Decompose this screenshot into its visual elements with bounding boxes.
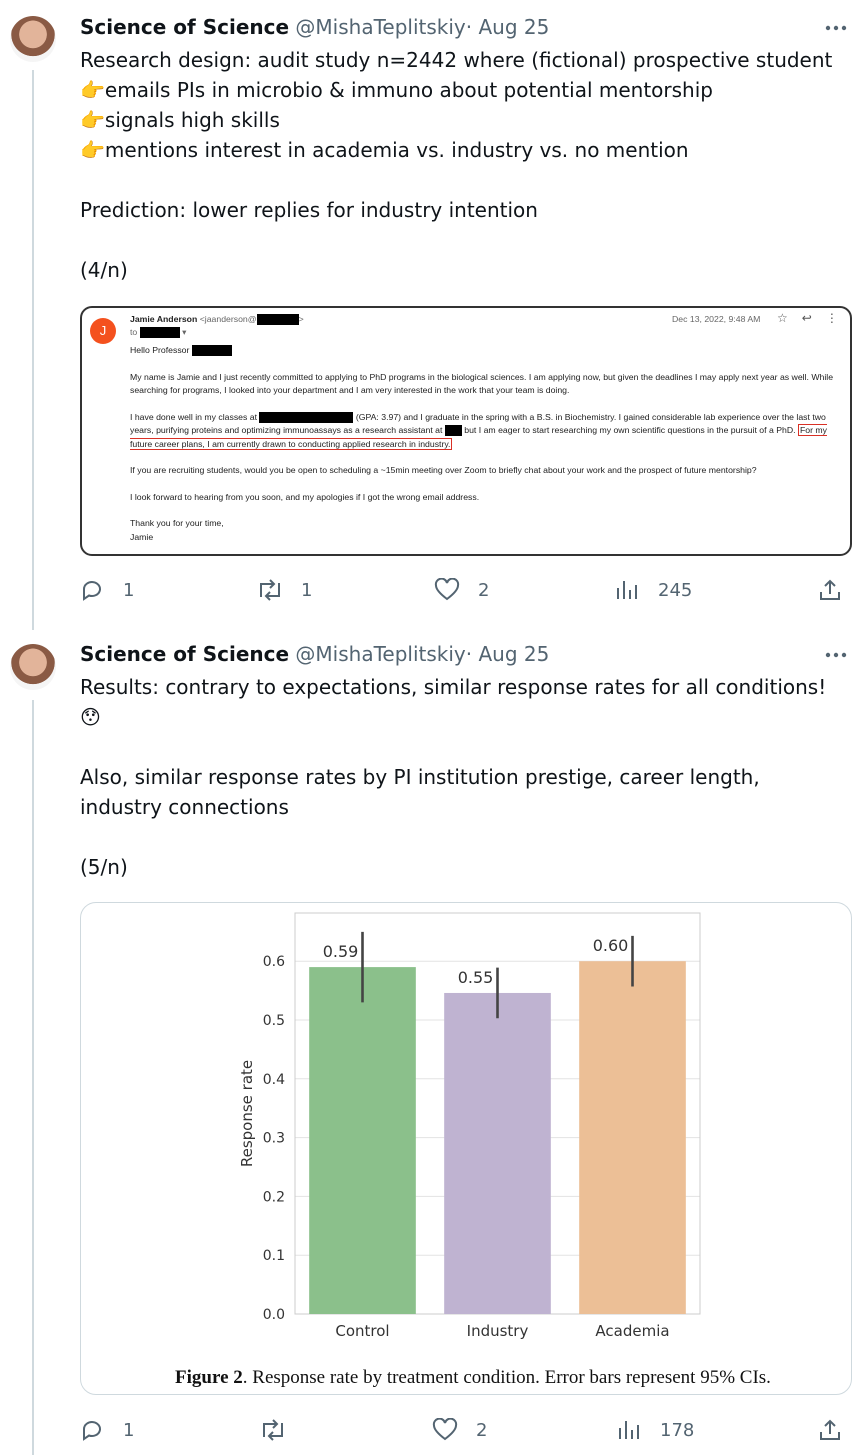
like-icon[interactable] (434, 578, 460, 602)
tweet-text: 👉signals high skills (80, 108, 280, 132)
email-paragraph: I look forward to hearing from you soon,… (130, 491, 480, 502)
highlight: For my future career plans, I am current… (130, 424, 827, 450)
handle[interactable]: @MishaTeplitskiy (295, 642, 466, 666)
email-actions: ☆↩⋮ (777, 311, 852, 325)
greeting: Hello Professor (130, 345, 190, 355)
more-menu[interactable] (824, 22, 850, 34)
y-tick-label: 0.2 (263, 1189, 285, 1205)
tweet-header: Science of Science @MishaTeplitskiy· Aug… (80, 642, 549, 666)
separator: · (465, 642, 473, 666)
closing: Thank you for your time, (130, 518, 224, 528)
email-image[interactable]: J Jamie Anderson <jaanderson@ > to ▾ Dec … (80, 306, 852, 556)
tweet-text: 😯 (80, 705, 101, 729)
y-tick-label: 0.1 (263, 1248, 285, 1264)
y-tick-label: 0.5 (263, 1013, 285, 1029)
author-name[interactable]: Science of Science (80, 642, 290, 666)
tweet-text: (4/n) (80, 258, 128, 282)
y-axis-label: Response rate (238, 1060, 256, 1167)
y-tick-label: 0.0 (263, 1307, 285, 1323)
bar (444, 992, 551, 1314)
reply-count: 1 (123, 580, 135, 601)
like-count: 2 (476, 1420, 488, 1441)
value-label: 0.60 (593, 936, 629, 955)
author-name[interactable]: Science of Science (80, 15, 290, 39)
caption: Figure 2. Response rate by treatment con… (175, 1367, 771, 1388)
email-avatar: J (90, 318, 116, 344)
text: (GPA: 3.97) and I graduate in the spring… (130, 411, 826, 436)
x-tick-label: Industry (467, 1322, 529, 1340)
sender: Jamie Anderson (130, 314, 198, 324)
share-icon[interactable] (818, 578, 842, 602)
chart: 0.0 0.1 0.2 0.3 0.4 0.5 0.6 Response rate Contro… (175, 912, 771, 1388)
text: but I am eager to start researching my o… (464, 425, 796, 435)
address-end: > (298, 314, 304, 324)
view-count: 178 (660, 1420, 695, 1441)
date[interactable]: Aug 25 (478, 642, 550, 666)
bar (579, 961, 686, 1314)
email-paragraph: I have done well in my classes at (GPA: … (130, 411, 842, 452)
repost-icon[interactable] (256, 578, 284, 602)
tweet-text: (5/n) (80, 855, 128, 879)
email-paragraph: My name is Jamie and I just recently com… (130, 371, 834, 396)
x-tick-label: Academia (595, 1322, 669, 1340)
to: to (130, 327, 138, 337)
email-to: to ▾ (130, 327, 187, 339)
handle[interactable]: @MishaTeplitskiy (295, 15, 466, 39)
thread-line (32, 70, 34, 630)
thread-line (32, 700, 34, 1455)
text: I have done well in my classes at (130, 411, 257, 422)
email-date: Dec 13, 2022, 9:48 AM (672, 314, 761, 324)
address: <jaanderson@ (199, 314, 257, 324)
tweet-text: Research design: audit study n=2442 wher… (80, 48, 833, 72)
like-icon[interactable] (432, 1418, 458, 1442)
separator: · (465, 15, 473, 39)
value-label: 0.59 (323, 942, 359, 961)
email-body: Hello Professor My name is Jamie and I j… (130, 344, 842, 544)
value-label: 0.55 (458, 968, 494, 987)
x-tick-label: Control (335, 1322, 389, 1340)
y-tick-label: 0.6 (263, 954, 285, 970)
views-icon[interactable] (617, 1418, 641, 1442)
tweet-text: Prediction: lower replies for industry i… (80, 198, 538, 222)
caption-label: Figure 2 (175, 1367, 243, 1388)
date[interactable]: Aug 25 (478, 15, 550, 39)
avatar[interactable] (10, 16, 56, 62)
tweet-text: Also, similar response rates by PI insti… (80, 765, 760, 789)
caption-text: . Response rate by treatment condition. … (243, 1367, 771, 1388)
more-menu[interactable] (824, 649, 850, 661)
tweet-text: industry connections (80, 795, 289, 819)
tweet-text: Results: contrary to expectations, simil… (80, 675, 827, 699)
repost-count: 1 (301, 580, 313, 601)
reply-count: 1 (123, 1420, 135, 1441)
y-tick-label: 0.3 (263, 1131, 285, 1147)
view-count: 245 (658, 580, 693, 601)
views-icon[interactable] (615, 578, 639, 602)
y-tick-label: 0.4 (263, 1072, 285, 1088)
tweet-text: 👉mentions interest in academia vs. indus… (80, 138, 689, 162)
email-from: Jamie Anderson <jaanderson@ > (130, 313, 304, 327)
reply-icon[interactable] (80, 578, 104, 602)
repost-icon[interactable] (259, 1418, 287, 1442)
bar (309, 967, 416, 1314)
share-icon[interactable] (818, 1418, 842, 1442)
reply-icon[interactable] (80, 1418, 104, 1442)
like-count: 2 (478, 580, 490, 601)
signature: Jamie (130, 531, 154, 542)
tweet-text: 👉emails PIs in microbio & immuno about p… (80, 78, 713, 102)
chart-image[interactable]: 0.0 0.1 0.2 0.3 0.4 0.5 0.6 Response rate Contro… (80, 902, 852, 1395)
tweet-header: Science of Science @MishaTeplitskiy· Aug… (80, 15, 549, 39)
email-paragraph: If you are recruiting students, would yo… (130, 465, 757, 475)
avatar[interactable] (10, 644, 56, 690)
